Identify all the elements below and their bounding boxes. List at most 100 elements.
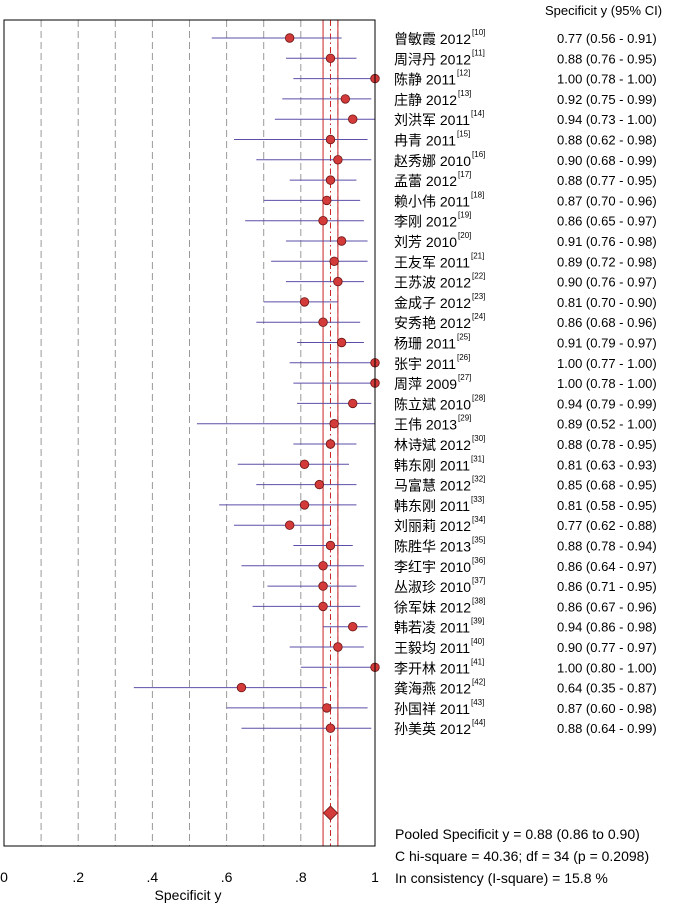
study-ci-value: 0.89 (0.72 - 0.98) — [557, 254, 657, 269]
study-reference: [39] — [471, 617, 484, 626]
study-reference: [21] — [471, 251, 484, 260]
study-reference: [44] — [472, 718, 485, 727]
study-reference: [27] — [458, 373, 471, 382]
study-reference: [23] — [472, 292, 485, 301]
study-label: 刘芳 2010 — [394, 234, 457, 250]
study-ci-value: 0.81 (0.58 - 0.95) — [557, 498, 657, 513]
study-marker — [340, 94, 351, 104]
ci-lines — [133, 37, 375, 729]
study-marker — [348, 398, 358, 409]
study-label: 庄静 2012 — [394, 92, 457, 108]
study-label: 韩东刚 2011 — [394, 498, 470, 514]
study-reference: [14] — [471, 109, 484, 118]
study-label: 韩若凌 2011 — [394, 620, 470, 636]
study-marker — [284, 520, 295, 530]
study-reference: [36] — [472, 556, 485, 565]
study-label: 杨珊 2011 — [394, 336, 456, 352]
study-marker — [333, 276, 343, 287]
study-label: 李刚 2012 — [394, 214, 457, 230]
study-marker — [348, 622, 358, 632]
study-ci-value: 0.86 (0.64 - 0.97) — [557, 559, 657, 574]
study-marker — [299, 297, 310, 307]
study-labels: 曾敏霞 2012 [10] 周浔丹 2012 [11] 陈静 2011 [12] 庄静 20… — [394, 28, 485, 737]
study-label: 孙美英 2012 — [394, 721, 471, 737]
study-label: 周浔丹 2012 — [394, 51, 471, 67]
study-reference: [16] — [472, 150, 485, 159]
study-label: 陈静 2011 — [394, 72, 456, 88]
study-marker — [325, 540, 336, 551]
study-ci-value: 0.91 (0.76 - 0.98) — [557, 234, 657, 249]
study-ci-value: 0.81 (0.70 - 0.90) — [557, 295, 657, 310]
study-reference: [10] — [472, 28, 485, 37]
study-marker — [325, 53, 336, 64]
study-ci-values: 0.77 (0.56 - 0.91) 0.88 (0.76 - 0.95) 1.00… — [557, 31, 657, 736]
summary-line: Pooled Specificit y = 0.88 (0.86 to 0.90… — [395, 826, 640, 842]
study-ci-value: 0.85 (0.68 - 0.95) — [557, 478, 657, 493]
study-reference: [35] — [472, 536, 485, 545]
study-ci-value: 0.81 (0.63 - 0.93) — [557, 457, 657, 472]
study-label: 陈立斌 2010 — [394, 396, 471, 412]
study-label: 刘洪军 2011 — [394, 112, 470, 128]
study-marker — [348, 114, 358, 124]
study-marker — [314, 479, 325, 490]
x-axis-ticks: 0 .2 .4 .6 .8 1 — [0, 869, 379, 885]
study-ci-value: 0.88 (0.76 - 0.95) — [557, 51, 657, 66]
study-label: 林诗斌 2012 — [394, 437, 471, 453]
study-reference: [28] — [472, 393, 485, 402]
study-ci-value: 0.86 (0.68 - 0.96) — [557, 315, 657, 330]
study-marker — [318, 215, 328, 226]
study-reference: [43] — [471, 698, 484, 707]
study-marker — [329, 419, 339, 429]
study-ci-value: 0.92 (0.75 - 0.99) — [557, 92, 657, 107]
study-reference: [42] — [472, 678, 485, 687]
study-reference: [25] — [457, 333, 470, 342]
study-label: 龚海燕 2012 — [394, 681, 471, 697]
study-marker — [325, 439, 336, 449]
study-ci-value: 0.90 (0.68 - 0.99) — [557, 153, 657, 168]
study-ci-value: 0.88 (0.77 - 0.95) — [557, 173, 657, 188]
study-label: 曾敏霞 2012 — [394, 31, 471, 47]
gridlines — [40, 20, 339, 846]
study-reference: [30] — [472, 434, 485, 443]
study-markers — [236, 33, 380, 733]
study-label: 金成子 2012 — [394, 295, 471, 311]
study-ci-value: 0.88 (0.78 - 0.94) — [557, 539, 657, 554]
study-label: 赖小伟 2011 — [394, 193, 470, 209]
study-ci-value: 1.00 (0.78 - 1.00) — [557, 72, 657, 87]
study-reference: [40] — [471, 637, 484, 646]
study-reference: [22] — [472, 272, 485, 281]
study-reference: [31] — [471, 454, 484, 463]
study-label: 王友军 2011 — [394, 254, 470, 270]
study-ci-value: 0.88 (0.62 - 0.98) — [557, 133, 657, 148]
study-ci-value: 0.88 (0.64 - 0.99) — [557, 721, 657, 736]
study-label: 孟蕾 2012 — [394, 173, 457, 189]
study-label: 马富慧 2012 — [394, 478, 471, 494]
study-label: 张宇 2011 — [394, 356, 456, 372]
study-marker — [333, 642, 343, 652]
study-ci-value: 0.89 (0.52 - 1.00) — [557, 417, 657, 432]
study-reference: [24] — [472, 312, 485, 321]
study-label: 王伟 2013 — [394, 417, 457, 433]
study-reference: [20] — [458, 231, 471, 240]
ci-header: Specificit y (95% CI) — [545, 3, 662, 18]
study-ci-value: 0.86 (0.65 - 0.97) — [557, 214, 657, 229]
study-ci-value: 0.91 (0.79 - 0.97) — [557, 336, 657, 351]
x-tick-label: .6 — [221, 869, 233, 885]
study-marker — [318, 581, 328, 591]
study-marker — [325, 134, 336, 145]
study-label: 李开林 2011 — [394, 660, 470, 676]
plot-frame — [3, 19, 376, 847]
study-reference: [13] — [458, 89, 471, 98]
study-marker — [336, 337, 347, 348]
study-marker — [284, 33, 295, 43]
study-marker — [322, 703, 332, 713]
x-tick-label: 0 — [0, 869, 8, 885]
study-label: 安秀艳 2012 — [394, 315, 471, 331]
study-reference: [11] — [472, 48, 485, 57]
study-reference: [19] — [458, 211, 471, 220]
study-marker — [322, 195, 332, 206]
study-ci-value: 0.64 (0.35 - 0.87) — [557, 681, 657, 696]
study-reference: [38] — [472, 596, 485, 605]
study-marker — [325, 723, 336, 733]
